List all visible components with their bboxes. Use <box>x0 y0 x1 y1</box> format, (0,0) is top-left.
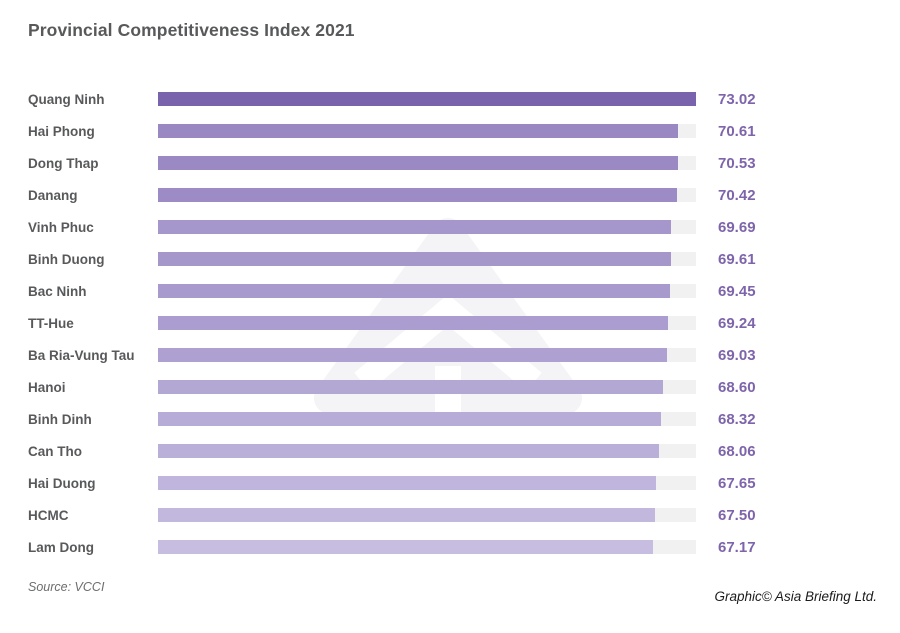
score-bar <box>158 380 664 394</box>
bar-row: Quang Ninh 73.02 <box>0 83 900 115</box>
score-bar <box>158 316 669 330</box>
bar-row: Bac Ninh 69.45 <box>0 275 900 307</box>
province-label: Hai Duong <box>28 475 96 491</box>
bar-track <box>158 220 696 234</box>
score-value: 69.69 <box>718 218 756 236</box>
score-bar <box>158 124 679 138</box>
bar-row: Vinh Phuc 69.69 <box>0 211 900 243</box>
bar-row: Hai Phong 70.61 <box>0 115 900 147</box>
province-label: Hanoi <box>28 379 66 395</box>
source-note: Source: VCCI <box>28 580 105 594</box>
province-label: Ba Ria-Vung Tau <box>28 347 135 363</box>
score-bar <box>158 508 656 522</box>
bar-track <box>158 188 696 202</box>
province-label: Danang <box>28 187 78 203</box>
province-label: Bac Ninh <box>28 283 87 299</box>
score-value: 68.32 <box>718 410 756 428</box>
bar-track <box>158 508 696 522</box>
graphic-credit: Graphic© Asia Briefing Ltd. <box>714 589 877 604</box>
bar-row: HCMC 67.50 <box>0 499 900 531</box>
score-value: 68.06 <box>718 442 756 460</box>
score-value: 69.24 <box>718 314 756 332</box>
score-value: 69.03 <box>718 346 756 364</box>
score-value: 69.45 <box>718 282 756 300</box>
score-bar <box>158 476 657 490</box>
bar-track <box>158 284 696 298</box>
bar-row: Danang 70.42 <box>0 179 900 211</box>
bar-track <box>158 124 696 138</box>
province-label: HCMC <box>28 507 69 523</box>
bar-track <box>158 412 696 426</box>
province-label: Can Tho <box>28 443 82 459</box>
score-bar <box>158 252 671 266</box>
bar-row: Binh Dinh 68.32 <box>0 403 900 435</box>
bar-track <box>158 92 696 106</box>
score-bar <box>158 156 678 170</box>
bar-track <box>158 252 696 266</box>
bar-rows: Quang Ninh 73.02 Hai Phong 70.61 Dong Thap 70… <box>0 83 900 563</box>
bar-row: Binh Duong 69.61 <box>0 243 900 275</box>
bar-row: Can Tho 68.06 <box>0 435 900 467</box>
score-bar <box>158 220 672 234</box>
bar-chart: Quang Ninh 73.02 Hai Phong 70.61 Dong Thap 70… <box>0 83 900 563</box>
score-value: 70.42 <box>718 186 756 204</box>
province-label: Dong Thap <box>28 155 99 171</box>
bar-row: TT-Hue 69.24 <box>0 307 900 339</box>
bar-track <box>158 156 696 170</box>
bar-row: Lam Dong 67.17 <box>0 531 900 563</box>
score-bar <box>158 188 677 202</box>
bar-row: Hai Duong 67.65 <box>0 467 900 499</box>
province-label: Lam Dong <box>28 539 94 555</box>
score-value: 68.60 <box>718 378 756 396</box>
score-value: 73.02 <box>718 90 756 108</box>
score-value: 69.61 <box>718 250 756 268</box>
score-bar <box>158 444 660 458</box>
province-label: Vinh Phuc <box>28 219 94 235</box>
bar-track <box>158 316 696 330</box>
province-label: Quang Ninh <box>28 91 105 107</box>
bar-row: Hanoi 68.60 <box>0 371 900 403</box>
score-value: 67.17 <box>718 538 756 556</box>
bar-row: Ba Ria-Vung Tau 69.03 <box>0 339 900 371</box>
province-label: TT-Hue <box>28 315 74 331</box>
bar-track <box>158 540 696 554</box>
score-bar <box>158 348 667 362</box>
score-value: 67.50 <box>718 506 756 524</box>
score-bar <box>158 92 696 106</box>
bar-track <box>158 380 696 394</box>
bar-track <box>158 348 696 362</box>
province-label: Binh Duong <box>28 251 105 267</box>
score-value: 70.61 <box>718 122 756 140</box>
score-value: 70.53 <box>718 154 756 172</box>
chart-title: Provincial Competitiveness Index 2021 <box>28 20 355 40</box>
province-label: Hai Phong <box>28 123 95 139</box>
score-bar <box>158 284 670 298</box>
score-value: 67.65 <box>718 474 756 492</box>
score-bar <box>158 412 662 426</box>
bar-track <box>158 444 696 458</box>
bar-track <box>158 476 696 490</box>
bar-row: Dong Thap 70.53 <box>0 147 900 179</box>
province-label: Binh Dinh <box>28 411 92 427</box>
score-bar <box>158 540 653 554</box>
